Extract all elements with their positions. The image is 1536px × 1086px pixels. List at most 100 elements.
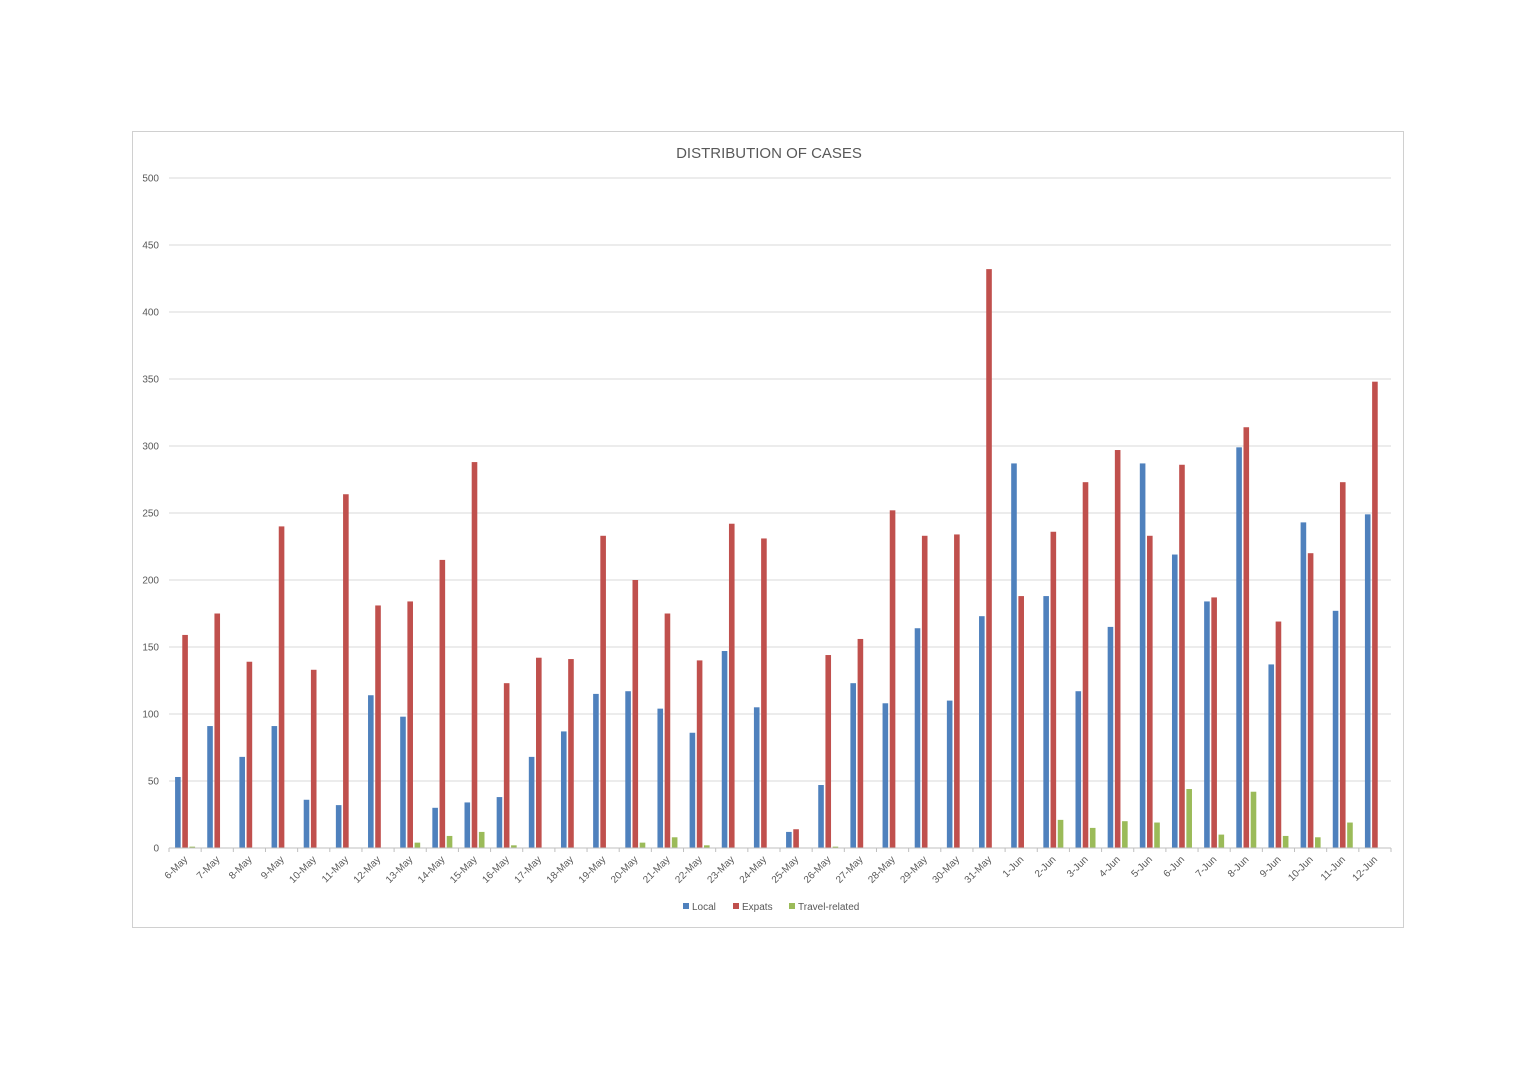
x-tick-label: 7-Jun xyxy=(1194,854,1219,879)
x-tick-label: 29-May xyxy=(898,854,929,885)
bar-local-19-may xyxy=(593,693,599,848)
bar-travel-related-8-jun xyxy=(1250,791,1257,848)
bar-local-4-jun xyxy=(1107,626,1114,848)
bar-expats-29-may xyxy=(921,535,928,848)
bar-local-6-may xyxy=(175,776,181,848)
bar-local-17-may xyxy=(528,756,535,848)
x-tick-label: 8-Jun xyxy=(1226,854,1251,879)
x-tick-label: 13-May xyxy=(384,854,415,885)
x-tick-label: 2-Jun xyxy=(1033,854,1058,879)
x-tick-label: 4-Jun xyxy=(1097,854,1122,879)
x-tick-label: 16-May xyxy=(480,854,511,885)
bar-local-11-may xyxy=(335,805,342,848)
bar-expats-11-jun xyxy=(1339,482,1346,848)
bar-travel-related-15-may xyxy=(478,831,485,848)
bar-travel-related-3-jun xyxy=(1089,827,1096,848)
bar-local-9-jun xyxy=(1268,664,1275,848)
bar-local-22-may xyxy=(689,732,696,848)
bar-expats-31-may xyxy=(986,269,992,848)
x-axis-ticks: 6-May 7-May 8-May 9-May 10-May 11-May 12-May 13… xyxy=(163,848,1392,886)
bar-local-9-may xyxy=(271,726,278,848)
bar-local-25-may xyxy=(786,831,792,848)
x-tick-label: 8-May xyxy=(227,854,254,881)
bar-expats-30-may xyxy=(954,534,960,848)
bar-travel-related-10-jun xyxy=(1315,837,1321,848)
bar-chart: DISTRIBUTION OF CASES 0 50 100 150 200 250 300… xyxy=(142,145,1392,913)
bar-local-5-jun xyxy=(1139,463,1146,848)
x-tick-label: 10-Jun xyxy=(1286,854,1315,883)
y-tick-label: 250 xyxy=(142,509,159,520)
bar-expats-1-jun xyxy=(1018,596,1024,848)
x-tick-label: 17-May xyxy=(513,854,544,885)
y-tick-label: 0 xyxy=(153,844,159,855)
bar-travel-related-21-may xyxy=(671,837,678,848)
bar-expats-23-may xyxy=(728,523,735,848)
bar-local-29-may xyxy=(914,628,921,848)
bar-expats-10-may xyxy=(310,669,317,848)
y-tick-label: 200 xyxy=(142,576,159,587)
y-tick-label: 50 xyxy=(148,777,160,788)
bar-expats-9-jun xyxy=(1275,621,1282,848)
bar-expats-6-jun xyxy=(1179,464,1185,848)
bar-expats-19-may xyxy=(600,535,606,848)
bar-expats-18-may xyxy=(568,659,574,848)
bar-expats-4-jun xyxy=(1114,450,1121,848)
bar-local-8-jun xyxy=(1236,447,1242,848)
bar-expats-8-jun xyxy=(1243,427,1250,848)
bar-local-30-may xyxy=(946,700,953,848)
bar-expats-14-may xyxy=(439,559,446,848)
x-tick-label: 28-May xyxy=(866,854,897,885)
x-tick-label: 22-May xyxy=(673,854,704,885)
bar-expats-12-jun xyxy=(1372,381,1378,848)
bar-local-1-jun xyxy=(1011,463,1017,848)
x-tick-label: 14-May xyxy=(416,854,447,885)
bar-expats-28-may xyxy=(889,510,896,848)
x-tick-label: 23-May xyxy=(706,854,737,885)
bar-expats-7-jun xyxy=(1211,597,1217,848)
chart-frame: DISTRIBUTION OF CASES 0 50 100 150 200 250 300… xyxy=(132,131,1404,928)
bar-local-2-jun xyxy=(1043,596,1049,848)
x-tick-label: 11-Jun xyxy=(1319,854,1348,883)
bar-expats-26-may xyxy=(825,655,832,848)
legend-swatch-expats xyxy=(733,903,739,909)
bar-travel-related-20-may xyxy=(639,842,646,848)
y-tick-label: 300 xyxy=(142,442,159,453)
bar-travel-related-4-jun xyxy=(1122,821,1128,848)
bar-local-7-jun xyxy=(1204,601,1210,848)
x-tick-label: 6-May xyxy=(163,854,190,881)
bar-expats-16-may xyxy=(503,683,510,848)
x-tick-label: 3-Jun xyxy=(1065,854,1090,879)
bar-local-20-may xyxy=(625,691,631,848)
legend: Local Expats Travel-related xyxy=(683,902,859,913)
bar-expats-27-may xyxy=(857,638,864,848)
bar-local-18-may xyxy=(560,731,567,848)
x-tick-label: 6-Jun xyxy=(1162,854,1187,879)
bar-expats-11-may xyxy=(343,494,349,848)
bar-local-21-may xyxy=(657,708,664,848)
bar-local-16-may xyxy=(496,797,503,848)
chart-title: DISTRIBUTION OF CASES xyxy=(676,145,862,162)
bar-local-15-may xyxy=(464,802,471,848)
y-tick-label: 450 xyxy=(142,241,159,252)
bar-local-13-may xyxy=(400,716,406,848)
y-tick-label: 150 xyxy=(142,643,159,654)
bar-local-3-jun xyxy=(1075,691,1082,848)
bar-travel-related-22-may xyxy=(704,845,710,848)
x-tick-label: 1-Jun xyxy=(1001,854,1026,879)
bar-travel-related-9-jun xyxy=(1282,835,1289,848)
bar-local-26-may xyxy=(818,785,824,848)
bar-travel-related-16-may xyxy=(511,845,517,848)
x-tick-label: 11-May xyxy=(320,854,351,885)
bar-local-12-may xyxy=(368,695,374,848)
bar-local-24-may xyxy=(753,707,760,848)
bar-local-27-may xyxy=(850,683,856,848)
x-tick-label: 12-Jun xyxy=(1351,854,1380,883)
bar-local-6-jun xyxy=(1171,554,1178,848)
bar-expats-21-may xyxy=(664,613,671,848)
x-tick-label: 24-May xyxy=(738,854,769,885)
bar-travel-related-7-jun xyxy=(1218,834,1225,848)
x-tick-label: 21-May xyxy=(641,854,672,885)
x-tick-label: 12-May xyxy=(352,854,383,885)
bar-travel-related-26-may xyxy=(832,846,839,848)
bar-local-28-may xyxy=(882,703,889,848)
